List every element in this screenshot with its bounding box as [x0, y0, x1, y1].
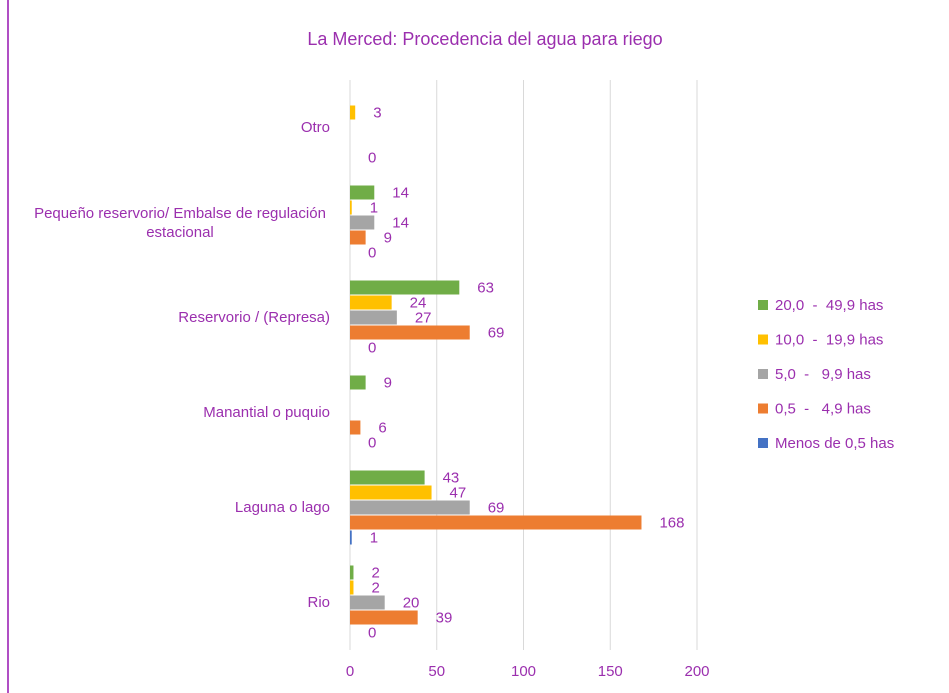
value-label: 47 — [450, 484, 467, 501]
category-label: Pequeño reservorio/ Embalse de regulació… — [34, 204, 326, 241]
value-label: 39 — [436, 609, 453, 626]
value-label: 1 — [370, 529, 378, 546]
legend-swatch — [758, 369, 768, 379]
value-label: 0 — [368, 434, 376, 451]
bar — [350, 230, 366, 245]
bar — [350, 515, 642, 530]
value-label: 2 — [371, 564, 379, 581]
x-tick-label: 200 — [684, 663, 709, 680]
category-label-wrap: Laguna o lago — [30, 478, 330, 538]
value-label: 14 — [392, 214, 409, 231]
bar — [350, 295, 392, 310]
bar — [350, 610, 418, 625]
bar — [350, 580, 354, 595]
bar — [350, 485, 432, 500]
bar — [350, 325, 470, 340]
value-label: 27 — [415, 309, 432, 326]
value-label: 0 — [368, 149, 376, 166]
value-label: 20 — [403, 594, 420, 611]
value-label: 2 — [371, 579, 379, 596]
x-tick-label: 50 — [428, 663, 445, 680]
bar — [350, 200, 352, 215]
x-tick-label: 0 — [346, 663, 354, 680]
category-label-wrap: Pequeño reservorio/ Embalse de regulació… — [30, 193, 330, 253]
category-label-box: Otro — [30, 98, 330, 158]
value-label: 9 — [384, 229, 392, 246]
category-label-wrap: Rio — [30, 573, 330, 633]
bar — [350, 595, 385, 610]
value-label: 63 — [477, 279, 494, 296]
category-label-box: Laguna o lago — [30, 478, 330, 538]
bar — [350, 470, 425, 485]
bar — [350, 420, 361, 435]
x-tick-label: 100 — [511, 663, 536, 680]
legend-swatch — [758, 300, 768, 310]
legend-swatch — [758, 438, 768, 448]
legend-label: 20,0 - 49,9 has — [775, 297, 883, 314]
x-tick-label: 150 — [598, 663, 623, 680]
legend-label: 0,5 - 4,9 has — [775, 400, 871, 417]
value-label: 69 — [488, 499, 505, 516]
category-label-wrap: Otro — [30, 98, 330, 158]
bar — [350, 105, 356, 120]
category-label-wrap: Reservorio / (Represa) — [30, 288, 330, 348]
bar — [350, 215, 375, 230]
bar — [350, 310, 397, 325]
legend-swatch — [758, 334, 768, 345]
value-label: 1 — [370, 199, 378, 216]
bar — [350, 530, 352, 545]
category-label-box: Manantial o puquio — [30, 383, 330, 443]
value-label: 43 — [443, 469, 460, 486]
value-label: 3 — [373, 104, 381, 121]
legend-swatch — [758, 403, 768, 414]
value-label: 168 — [659, 514, 684, 531]
value-label: 0 — [368, 624, 376, 641]
category-label-box: Reservorio / (Represa) — [30, 288, 330, 348]
category-label: Rio — [307, 594, 330, 611]
value-label: 14 — [392, 184, 409, 201]
legend-label: 10,0 - 19,9 has — [775, 331, 883, 348]
category-label: Manantial o puquio — [203, 404, 330, 421]
value-label: 9 — [384, 374, 392, 391]
legend-label: 5,0 - 9,9 has — [775, 366, 871, 383]
value-label: 0 — [368, 244, 376, 261]
category-label-box: Pequeño reservorio/ Embalse de regulació… — [30, 193, 330, 253]
category-label-wrap: Manantial o puquio — [30, 383, 330, 443]
bar — [350, 500, 470, 515]
category-label-box: Rio — [30, 573, 330, 633]
legend-label: Menos de 0,5 has — [775, 435, 894, 452]
bar — [350, 185, 375, 200]
category-label: Otro — [300, 119, 330, 136]
bar — [350, 565, 354, 580]
value-label: 0 — [368, 339, 376, 356]
category-label: Laguna o lago — [234, 499, 330, 516]
bar — [350, 280, 460, 295]
value-label: 6 — [378, 419, 386, 436]
chart-title: La Merced: Procedencia del agua para rie… — [307, 29, 662, 49]
category-label: Reservorio / (Represa) — [178, 309, 330, 326]
value-label: 69 — [488, 324, 505, 341]
bar — [350, 375, 366, 390]
value-label: 24 — [410, 294, 427, 311]
